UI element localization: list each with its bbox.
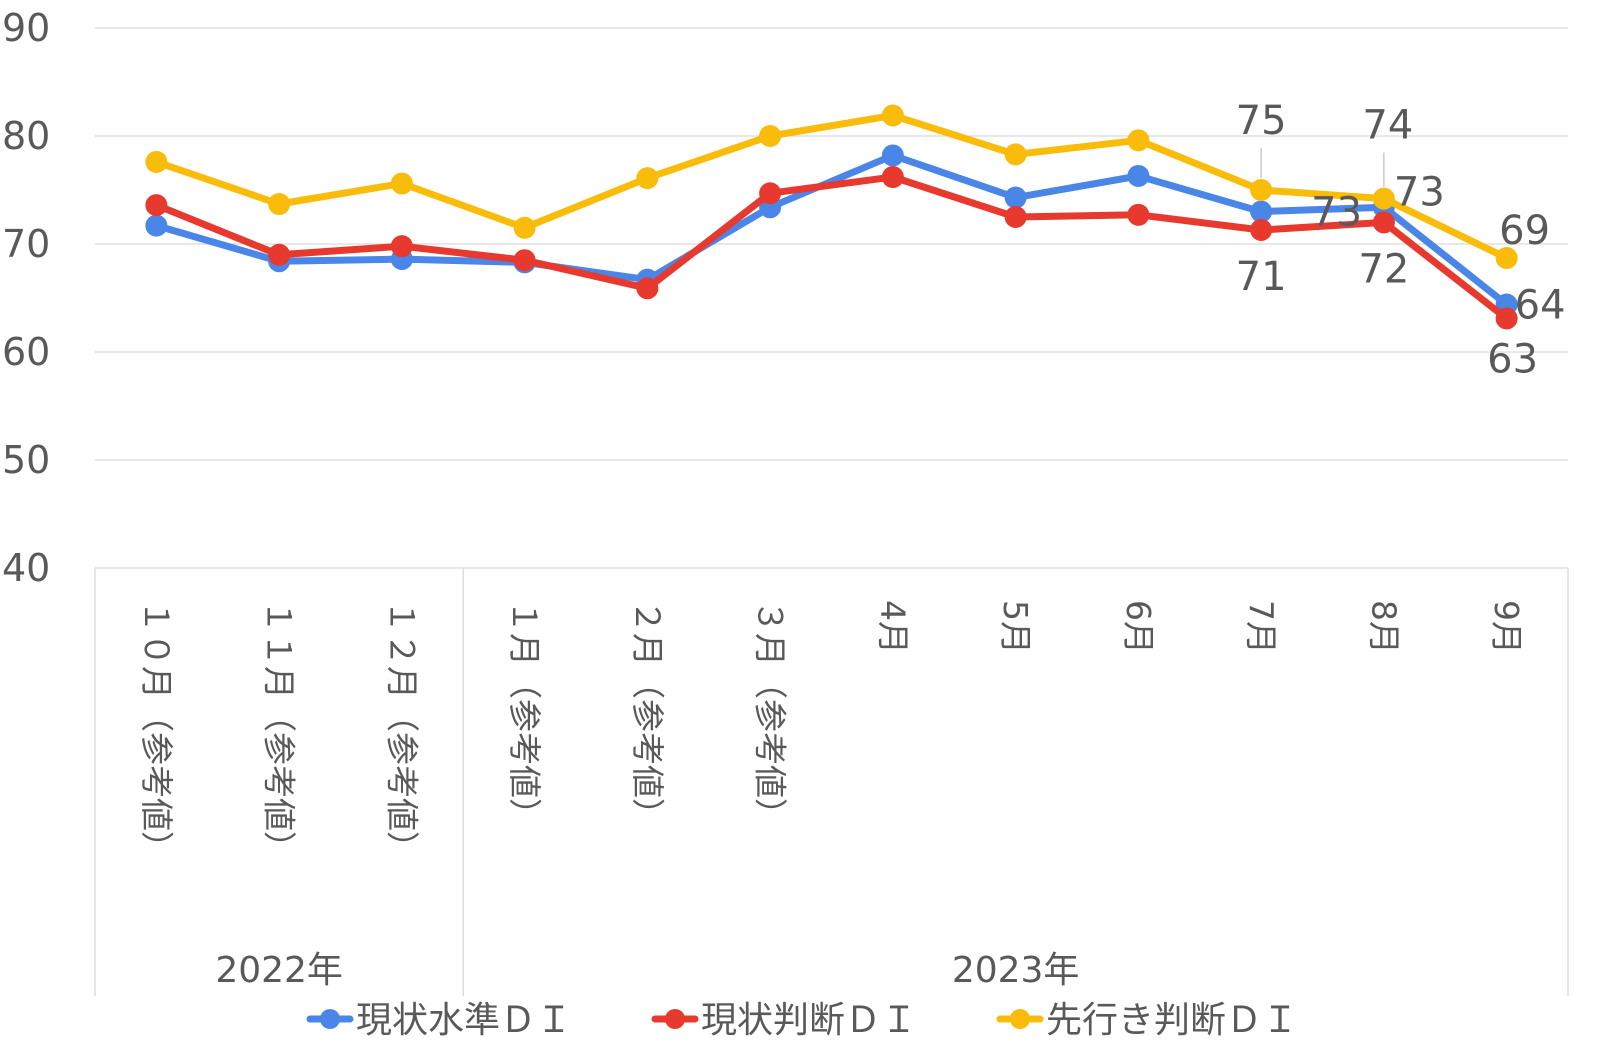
data-point	[881, 104, 904, 127]
data-point	[1127, 203, 1150, 226]
data-point	[1495, 247, 1518, 270]
data-labels: 73 64 71 72 63 75 74 69 73	[1236, 98, 1566, 383]
group-label: 2022年	[215, 950, 343, 991]
group-label: 2023年	[952, 950, 1080, 991]
series-line	[152, 173, 1511, 322]
grid-lines	[95, 27, 1568, 569]
data-point	[1372, 211, 1395, 234]
series	[145, 104, 1518, 330]
data-point	[513, 216, 536, 239]
data-point	[145, 150, 168, 173]
series-line	[152, 112, 1511, 262]
y-tick-label: 90	[2, 6, 50, 50]
data-point	[1250, 179, 1273, 201]
data-label: 64	[1515, 282, 1566, 328]
y-tick-label: 70	[2, 222, 50, 266]
data-label: 71	[1236, 254, 1287, 300]
x-axis-group-labels: 2022年 2023年	[215, 950, 1079, 991]
data-point	[1004, 143, 1027, 166]
legend-swatch-marker	[320, 1009, 340, 1029]
data-label: 69	[1499, 208, 1550, 254]
data-label: 73	[1311, 190, 1362, 236]
data-point	[881, 144, 904, 167]
x-tick-label: ２月（参考値）	[628, 600, 667, 831]
y-tick-label: 50	[2, 438, 50, 482]
legend: 現状水準ＤＩ 現状判断ＤＩ 先行き判断ＤＩ	[306, 1000, 1298, 1041]
legend-label: 先行き判断ＤＩ	[1046, 1000, 1298, 1041]
data-point	[1127, 164, 1150, 187]
data-label: 73	[1394, 169, 1445, 215]
x-tick-label: 8月	[1364, 600, 1403, 654]
data-label: 75	[1236, 98, 1287, 144]
x-tick-label: 6月	[1119, 600, 1158, 654]
data-point	[1250, 218, 1273, 241]
data-point	[759, 125, 782, 147]
data-point	[513, 249, 536, 272]
x-tick-label: ３月（参考値）	[751, 600, 790, 831]
axes	[94, 568, 1569, 996]
legend-swatch-marker	[665, 1009, 685, 1029]
x-tick-label: 4月	[873, 600, 912, 654]
data-point	[1004, 186, 1027, 209]
legend-swatch-marker	[1010, 1009, 1030, 1029]
data-label: 72	[1358, 246, 1409, 292]
x-tick-label: １２月（参考値）	[382, 600, 421, 864]
x-tick-label: １１月（参考値）	[260, 600, 299, 864]
data-point	[1250, 200, 1273, 223]
data-point	[145, 214, 168, 237]
data-point	[390, 235, 413, 258]
data-point	[881, 166, 904, 189]
x-axis-tick-labels: １０月（参考値） １１月（参考値） １２月（参考値） １月（参考値） ２月（参考値） ３月…	[137, 600, 1526, 864]
data-label: 74	[1362, 103, 1413, 149]
data-point	[268, 193, 291, 216]
y-tick-label: 40	[2, 546, 50, 590]
legend-label: 現状水準ＤＩ	[356, 1000, 572, 1041]
data-point	[636, 277, 659, 300]
data-point	[636, 167, 659, 190]
x-tick-label: 7月	[1242, 600, 1281, 654]
x-tick-label: 5月	[996, 600, 1035, 654]
data-point	[1127, 129, 1150, 152]
series-line	[152, 151, 1511, 308]
y-tick-label: 60	[2, 330, 50, 374]
x-tick-label: １０月（参考値）	[137, 600, 176, 864]
y-tick-label: 80	[2, 114, 50, 158]
data-point	[759, 182, 782, 205]
data-point	[1372, 187, 1395, 210]
legend-label: 現状判断ＤＩ	[701, 1000, 917, 1041]
data-point	[1004, 206, 1027, 228]
data-point	[268, 243, 291, 266]
data-label: 63	[1487, 337, 1538, 383]
data-point	[145, 194, 168, 217]
y-axis-tick-labels: 40 50 60 70 80 90	[2, 6, 50, 590]
data-point	[1495, 307, 1518, 330]
x-tick-label: 9月	[1487, 600, 1526, 654]
data-point	[390, 172, 413, 195]
x-tick-label: １月（参考値）	[505, 600, 544, 831]
